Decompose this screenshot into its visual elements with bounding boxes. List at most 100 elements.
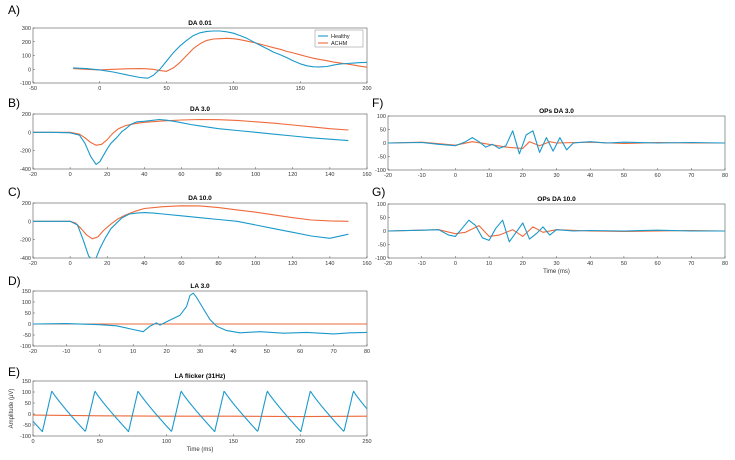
chart-title: DA 3.0: [190, 106, 210, 113]
x-tick-label: 100: [229, 86, 238, 92]
chart-title: OPs DA 3.0: [539, 108, 574, 115]
x-tick-label: 60: [297, 349, 303, 355]
y-tick-label: 0: [28, 130, 31, 136]
y-tick-label: 100: [377, 114, 386, 120]
chart-title: DA 0.01: [188, 20, 212, 27]
y-tick-label: -50: [378, 155, 386, 161]
x-tick-label: -50: [29, 86, 37, 92]
x-tick-label: 30: [553, 173, 559, 179]
panel-5: E) LA flicker (31Hz) -100 -50 0 50 100 150 0 50 10…: [8, 365, 372, 453]
y-tick-label: -200: [20, 238, 31, 244]
y-tick-label: 100: [22, 390, 31, 396]
x-tick-label: 0: [31, 439, 34, 445]
x-tick-label: 70: [688, 173, 694, 179]
x-tick-label: 60: [655, 261, 661, 267]
series-line-achm: [33, 205, 349, 240]
y-tick-label: 0: [383, 229, 386, 235]
x-axis-label: Time (ms): [187, 447, 214, 453]
x-tick-label: -10: [62, 349, 70, 355]
x-tick-label: 0: [98, 349, 101, 355]
y-tick-label: 200: [22, 112, 31, 118]
x-tick-label: -10: [418, 173, 426, 179]
x-tick-label: 160: [362, 261, 371, 267]
x-tick-label: 0: [454, 173, 457, 179]
x-tick-label: 150: [229, 439, 238, 445]
series-line-healthy: [388, 130, 725, 155]
y-tick-label: -50: [23, 423, 31, 429]
x-tick-label: 0: [98, 86, 101, 92]
y-tick-label: 50: [25, 401, 31, 407]
y-tick-label: -50: [23, 333, 31, 339]
x-tick-label: 0: [454, 261, 457, 267]
x-tick-label: 0: [69, 261, 72, 267]
x-tick-label: 30: [553, 261, 559, 267]
axes-frame: [32, 290, 368, 347]
panel-label: D): [8, 274, 21, 288]
y-tick-label: -50: [378, 243, 386, 249]
x-tick-label: -20: [29, 261, 37, 267]
axes-frame: [32, 202, 368, 259]
y-tick-label: 50: [380, 216, 386, 222]
panel-label: F): [372, 96, 383, 110]
chart-title: DA 10.0: [188, 195, 212, 202]
panel-label: A): [8, 3, 20, 17]
x-tick-label: 50: [264, 349, 270, 355]
y-tick-label: 200: [22, 201, 31, 207]
panel-label: B): [8, 96, 20, 110]
y-tick-label: 100: [22, 54, 31, 60]
y-tick-label: 150: [22, 289, 31, 295]
x-tick-label: -20: [384, 261, 392, 267]
series-line-healthy: [73, 30, 367, 79]
y-tick-label: 200: [22, 40, 31, 46]
x-tick-label: 80: [215, 172, 221, 178]
x-tick-label: 50: [164, 86, 170, 92]
x-tick-label: -10: [418, 261, 426, 267]
y-tick-label: 0: [383, 141, 386, 147]
x-tick-label: 120: [288, 261, 297, 267]
panel-label: E): [8, 365, 20, 379]
x-tick-label: 0: [69, 172, 72, 178]
x-tick-label: 200: [362, 86, 371, 92]
x-tick-label: 20: [164, 349, 170, 355]
x-tick-label: 80: [722, 173, 728, 179]
y-tick-label: -200: [20, 149, 31, 155]
y-tick-label: 0: [28, 67, 31, 73]
x-tick-label: 80: [364, 349, 370, 355]
x-tick-label: 250: [362, 439, 371, 445]
y-tick-label: 0: [28, 219, 31, 225]
x-tick-label: 80: [215, 261, 221, 267]
legend-entry: ACHM: [331, 41, 348, 47]
x-tick-label: 160: [362, 172, 371, 178]
x-tick-label: 10: [130, 349, 136, 355]
x-axis-label: Time (ms): [543, 269, 570, 275]
series-line-healthy: [33, 118, 349, 165]
x-tick-label: 50: [621, 173, 627, 179]
axes-frame: [32, 113, 368, 170]
x-tick-label: 40: [230, 349, 236, 355]
series-line-healthy: [33, 292, 367, 335]
series-line-healthy: [388, 219, 725, 243]
y-tick-label: 50: [380, 128, 386, 134]
chart-title: LA flicker (31Hz): [175, 373, 226, 380]
x-tick-label: 20: [520, 173, 526, 179]
series-line-healthy: [33, 212, 349, 258]
panel-label: C): [8, 185, 21, 199]
y-tick-label: 0: [28, 322, 31, 328]
x-tick-label: 100: [251, 261, 260, 267]
y-tick-label: -100: [375, 256, 386, 262]
x-tick-label: 40: [587, 261, 593, 267]
x-tick-label: 60: [655, 173, 661, 179]
series-line-achm: [33, 118, 349, 146]
x-tick-label: 50: [97, 439, 103, 445]
y-tick-label: -400: [20, 167, 31, 173]
y-axis-label: Amplitude (μV): [9, 389, 15, 429]
y-tick-label: -100: [20, 434, 31, 440]
x-tick-label: 30: [197, 349, 203, 355]
panel-label: G): [372, 185, 385, 199]
y-tick-label: 300: [22, 26, 31, 32]
